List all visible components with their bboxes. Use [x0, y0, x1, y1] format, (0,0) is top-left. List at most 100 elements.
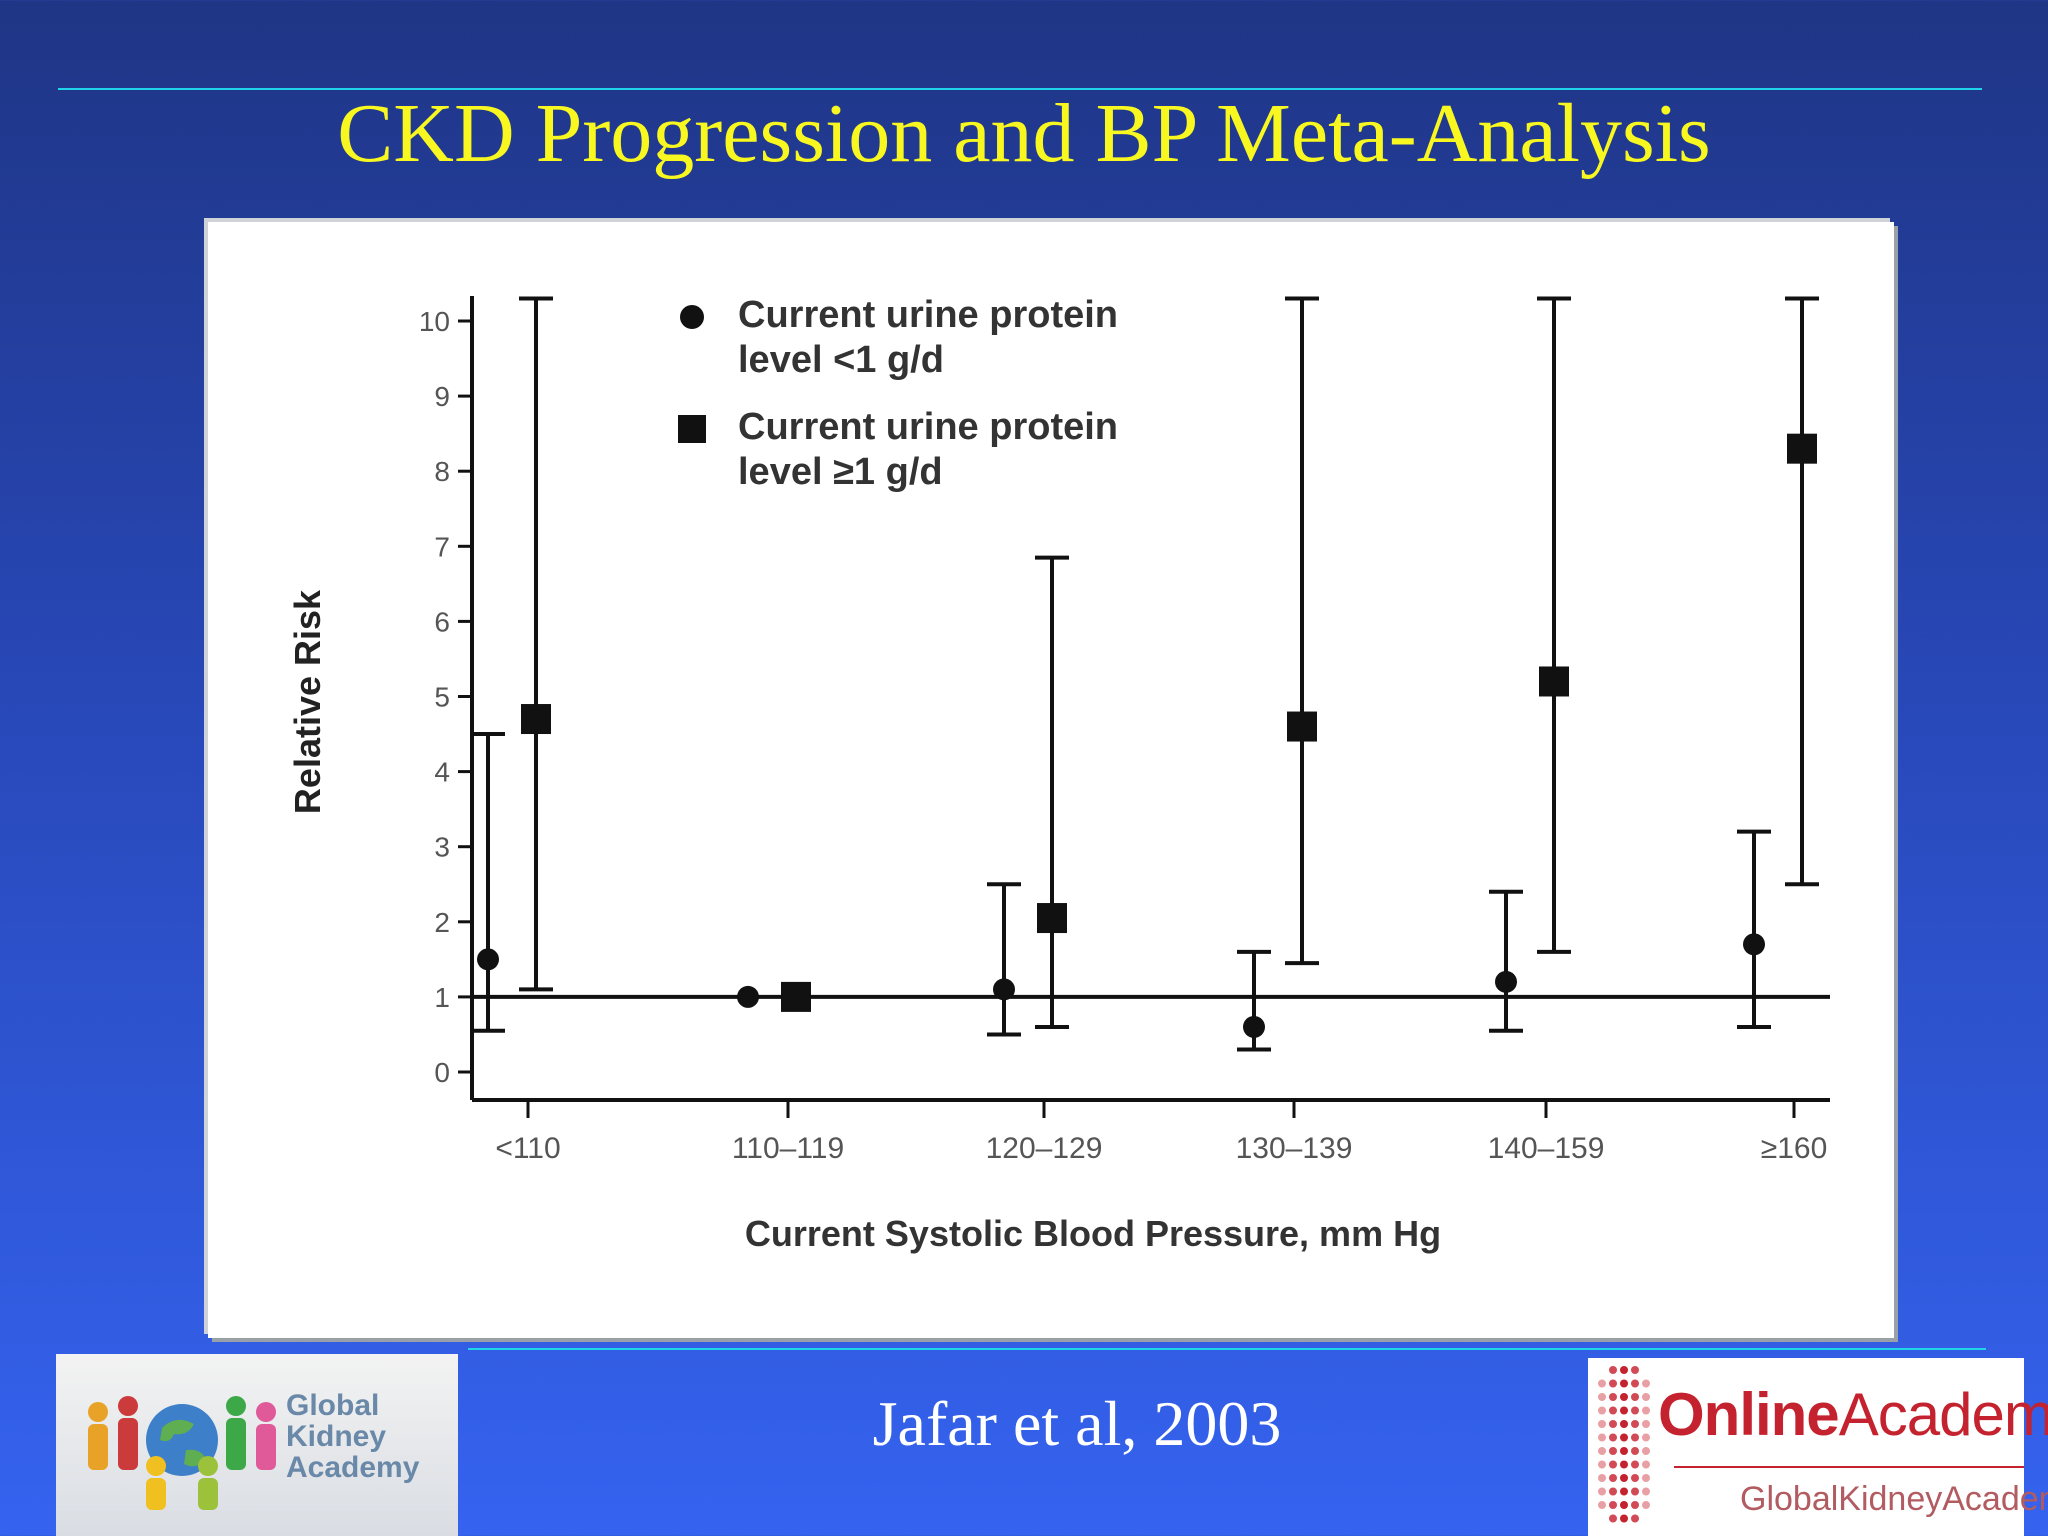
logo-dot — [1631, 1487, 1639, 1496]
legend-label: level <1 g/d — [738, 339, 944, 381]
logo-dot — [1642, 1460, 1650, 1469]
logo-dot — [1620, 1474, 1628, 1482]
logo-left-line1: Global — [286, 1389, 380, 1422]
logo-dot — [1631, 1406, 1639, 1415]
data-point-circle — [1495, 970, 1517, 993]
citation: Jafar et al, 2003 — [872, 1388, 1282, 1459]
logo-left-line2: Kidney — [286, 1420, 387, 1453]
logo-left-line3: Academy — [286, 1451, 420, 1484]
logo-dot — [1598, 1406, 1606, 1415]
logo-dot — [1609, 1501, 1617, 1509]
logo-dot — [1609, 1447, 1617, 1455]
logo-dot — [1609, 1460, 1617, 1469]
logo-dot — [1620, 1433, 1628, 1442]
x-tick-label: 140–159 — [1488, 1132, 1605, 1165]
slide-title: CKD Progression and BP Meta-Analysis — [337, 87, 1711, 180]
logo-right-bold: Online — [1658, 1381, 1840, 1448]
logo-dot — [1598, 1474, 1606, 1482]
logo-dot — [1631, 1379, 1639, 1388]
logo-dot — [1642, 1487, 1650, 1496]
logo-dot — [1609, 1514, 1617, 1523]
global-kidney-academy-logo: Global Kidney Academy — [56, 1354, 458, 1536]
logo-dot — [1598, 1487, 1606, 1496]
data-point-square — [1787, 433, 1817, 464]
data-point-square — [1287, 711, 1317, 742]
data-point-circle — [477, 948, 499, 971]
relative-risk-chart: 0 1 2 3 4 5 6 7 8 9 10 <110 110–119 120–129 130–139 140… — [287, 294, 1830, 1254]
logo-dot — [1620, 1460, 1628, 1469]
logo-dot — [1609, 1366, 1617, 1374]
logo-dot — [1620, 1379, 1628, 1388]
logo-dot — [1642, 1420, 1650, 1428]
x-tick-label: ≥160 — [1761, 1132, 1828, 1165]
logo-dot — [1598, 1447, 1606, 1455]
y-tick-label: 2 — [434, 907, 450, 938]
y-tick-label: 5 — [434, 682, 450, 713]
x-axis-label: Current Systolic Blood Pressure, mm Hg — [745, 1213, 1441, 1254]
dot-grid-icon — [1598, 1366, 1650, 1523]
y-axis-label: Relative Risk — [287, 589, 328, 814]
logo-dot — [1620, 1406, 1628, 1415]
logo-dot — [1631, 1460, 1639, 1469]
y-tick-label: 6 — [434, 606, 450, 637]
logo-dot — [1620, 1366, 1628, 1374]
data-point-circle — [1743, 933, 1765, 956]
logo-dot — [1642, 1433, 1650, 1442]
logo-dot — [1642, 1379, 1650, 1388]
logo-dot — [1620, 1487, 1628, 1496]
y-tick-label: 8 — [434, 456, 450, 487]
top-rule — [58, 88, 1982, 90]
y-tick-label: 4 — [434, 757, 450, 788]
y-tick-label: 0 — [434, 1057, 450, 1088]
bottom-rule — [468, 1348, 1986, 1350]
logo-dot — [1642, 1393, 1650, 1401]
logo-dot — [1598, 1393, 1606, 1401]
logo-dot — [1642, 1501, 1650, 1509]
x-tick-label: 110–119 — [732, 1132, 844, 1165]
logo-dot — [1631, 1433, 1639, 1442]
logo-dot — [1609, 1379, 1617, 1388]
legend-label: level ≥1 g/d — [738, 451, 943, 493]
logo-dot — [1631, 1514, 1639, 1523]
logo-dot — [1609, 1474, 1617, 1482]
logo-dot — [1609, 1420, 1617, 1428]
logo-dot — [1642, 1474, 1650, 1482]
legend-label: Current urine protein — [738, 406, 1118, 448]
data-point-square — [781, 981, 811, 1012]
data-point-circle — [993, 978, 1015, 1001]
logo-dot — [1631, 1393, 1639, 1401]
y-tick-label: 9 — [434, 381, 450, 412]
data-point-square — [521, 704, 551, 735]
x-tick-label: 120–129 — [986, 1132, 1103, 1165]
logo-dot — [1620, 1447, 1628, 1455]
data-point-square — [1037, 903, 1067, 934]
logo-dot — [1642, 1406, 1650, 1415]
legend-marker-circle — [680, 305, 704, 329]
y-tick-label: 7 — [434, 531, 450, 562]
logo-dot — [1620, 1420, 1628, 1428]
logo-dot — [1598, 1420, 1606, 1428]
logo-dot — [1620, 1393, 1628, 1401]
logo-dot — [1609, 1393, 1617, 1401]
logo-dot — [1620, 1501, 1628, 1509]
logo-dot — [1642, 1447, 1650, 1455]
logo-right-regular: Academy — [1838, 1381, 2048, 1448]
logo-dot — [1598, 1501, 1606, 1509]
logo-dot — [1631, 1420, 1639, 1428]
data-point-square — [1539, 666, 1569, 697]
logo-dot — [1598, 1379, 1606, 1388]
x-tick-label: <110 — [495, 1132, 560, 1165]
logo-dot — [1609, 1433, 1617, 1442]
logo-dot — [1598, 1433, 1606, 1442]
logo-dot — [1631, 1366, 1639, 1374]
legend-label: Current urine protein — [738, 294, 1118, 336]
legend-marker-square — [678, 415, 706, 443]
x-tick-label: 130–139 — [1236, 1132, 1353, 1165]
logo-dot — [1598, 1460, 1606, 1469]
y-tick-label: 10 — [419, 306, 450, 337]
y-tick-label: 1 — [434, 982, 450, 1013]
logo-dot — [1620, 1514, 1628, 1523]
logo-dot — [1631, 1501, 1639, 1509]
chart-panel: 0 1 2 3 4 5 6 7 8 9 10 <110 110–119 120–129 130–139 140… — [208, 222, 1894, 1338]
